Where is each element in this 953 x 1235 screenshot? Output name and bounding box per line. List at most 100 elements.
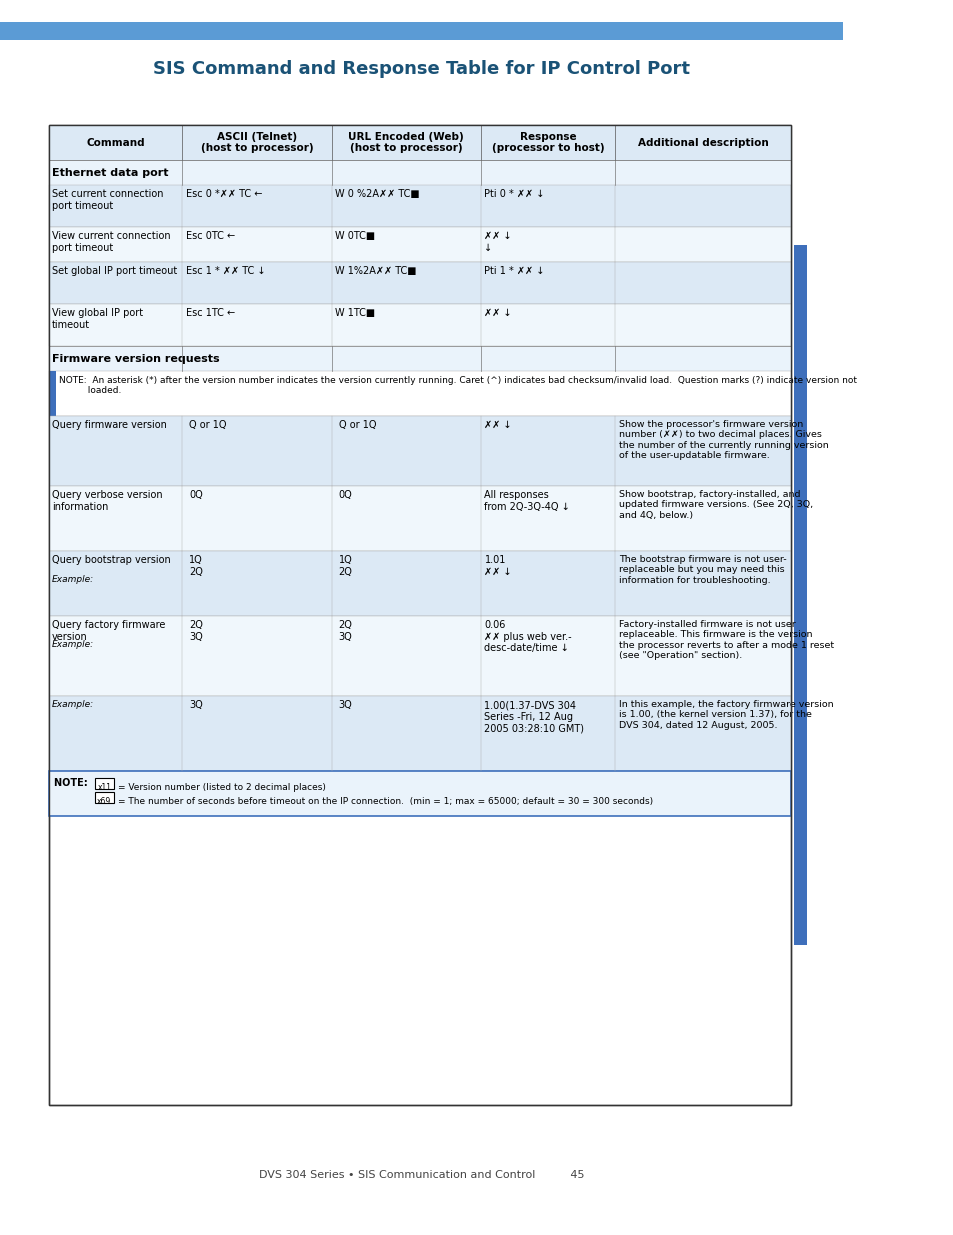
Text: 3Q: 3Q	[189, 700, 203, 710]
Bar	[681, 22, 685, 40]
Bar	[176, 22, 180, 40]
Bar	[49, 262, 790, 304]
Bar	[318, 22, 321, 40]
Text: Example:: Example:	[52, 700, 94, 709]
Bar	[657, 22, 660, 40]
Bar	[219, 22, 223, 40]
Text: Pti 0 * ✗✗ ↓: Pti 0 * ✗✗ ↓	[484, 189, 544, 199]
Text: Query firmware version: Query firmware version	[52, 420, 167, 430]
Bar	[286, 22, 290, 40]
Text: W 1TC■: W 1TC■	[335, 308, 375, 317]
Bar	[138, 22, 141, 40]
Bar	[509, 22, 512, 40]
Text: Show bootstrap, factory-installed, and
updated firmware versions. (See 2Q, 3Q,
a: Show bootstrap, factory-installed, and u…	[618, 490, 812, 520]
Bar	[163, 22, 166, 40]
Bar	[696, 22, 700, 40]
Bar	[120, 22, 124, 40]
Text: 0Q: 0Q	[189, 490, 203, 500]
Bar	[537, 22, 540, 40]
Bar	[452, 22, 456, 40]
Text: 0.06
✗✗ plus web ver.-
desc-date/time ↓: 0.06 ✗✗ plus web ver.- desc-date/time ↓	[484, 620, 572, 653]
Bar	[49, 185, 790, 227]
Bar	[689, 22, 693, 40]
Text: 1Q
2Q: 1Q 2Q	[338, 555, 352, 577]
Bar	[544, 22, 548, 40]
Bar	[523, 22, 526, 40]
Bar	[424, 22, 428, 40]
Bar	[484, 22, 488, 40]
Bar	[470, 22, 474, 40]
Bar	[4, 22, 7, 40]
Bar	[49, 370, 55, 416]
Bar	[209, 22, 212, 40]
Bar	[463, 22, 466, 40]
Bar	[141, 22, 145, 40]
Bar	[49, 697, 790, 771]
Bar	[381, 22, 385, 40]
Bar	[49, 125, 790, 161]
Bar	[290, 22, 294, 40]
Bar	[279, 22, 283, 40]
Bar	[294, 22, 296, 40]
Bar	[131, 22, 134, 40]
Bar	[438, 22, 441, 40]
Bar	[254, 22, 258, 40]
Text: W 0 %2A✗✗ TC■: W 0 %2A✗✗ TC■	[335, 189, 419, 199]
Bar	[230, 22, 233, 40]
Text: ✗✗ ↓: ✗✗ ↓	[484, 308, 512, 317]
Bar	[307, 22, 311, 40]
Bar	[700, 22, 703, 40]
Bar	[332, 22, 335, 40]
Text: 1Q
2Q: 1Q 2Q	[189, 555, 203, 577]
Bar	[516, 22, 519, 40]
Bar	[636, 22, 639, 40]
Text: W 1%2A✗✗ TC■: W 1%2A✗✗ TC■	[335, 266, 416, 275]
Bar	[215, 22, 219, 40]
Bar	[512, 22, 516, 40]
Bar	[356, 22, 360, 40]
Text: Q or 1Q: Q or 1Q	[189, 420, 227, 430]
Bar	[275, 22, 279, 40]
Bar	[474, 22, 476, 40]
Bar	[56, 22, 60, 40]
Bar	[441, 22, 445, 40]
Bar	[166, 22, 170, 40]
Bar	[660, 22, 664, 40]
Bar	[561, 22, 565, 40]
Bar	[134, 22, 138, 40]
Bar	[311, 22, 314, 40]
Bar	[314, 22, 318, 40]
Bar	[159, 22, 163, 40]
Bar	[261, 22, 265, 40]
Bar	[71, 22, 74, 40]
Bar	[49, 370, 790, 416]
Bar	[64, 22, 67, 40]
Bar	[31, 22, 35, 40]
Text: All responses
from 2Q-3Q-4Q ↓: All responses from 2Q-3Q-4Q ↓	[484, 490, 570, 511]
Text: Pti 1 * ✗✗ ↓: Pti 1 * ✗✗ ↓	[484, 266, 544, 275]
Bar	[548, 22, 551, 40]
Bar	[526, 22, 530, 40]
Text: ✗✗ ↓: ✗✗ ↓	[484, 420, 512, 430]
Text: Factory-installed firmware is not user
replaceable. This firmware is the version: Factory-installed firmware is not user r…	[618, 620, 833, 661]
Bar	[416, 22, 420, 40]
Bar	[368, 22, 371, 40]
Text: ASCII (Telnet)
(host to processor): ASCII (Telnet) (host to processor)	[200, 132, 313, 153]
Bar	[201, 22, 205, 40]
Bar	[621, 22, 625, 40]
Bar	[445, 22, 449, 40]
Bar	[116, 22, 120, 40]
Bar	[534, 22, 537, 40]
Bar	[49, 487, 790, 551]
Text: Esc 1 * ✗✗ TC ↓: Esc 1 * ✗✗ TC ↓	[186, 266, 265, 275]
Text: Firmware version requests: Firmware version requests	[52, 353, 219, 363]
Bar	[395, 22, 399, 40]
Text: = Version number (listed to 2 decimal places): = Version number (listed to 2 decimal pl…	[117, 783, 325, 792]
Bar	[406, 22, 410, 40]
Bar	[113, 22, 116, 40]
Bar	[49, 346, 790, 370]
Text: x11: x11	[97, 783, 112, 792]
Bar	[664, 22, 668, 40]
Bar	[675, 22, 679, 40]
Bar	[643, 22, 646, 40]
